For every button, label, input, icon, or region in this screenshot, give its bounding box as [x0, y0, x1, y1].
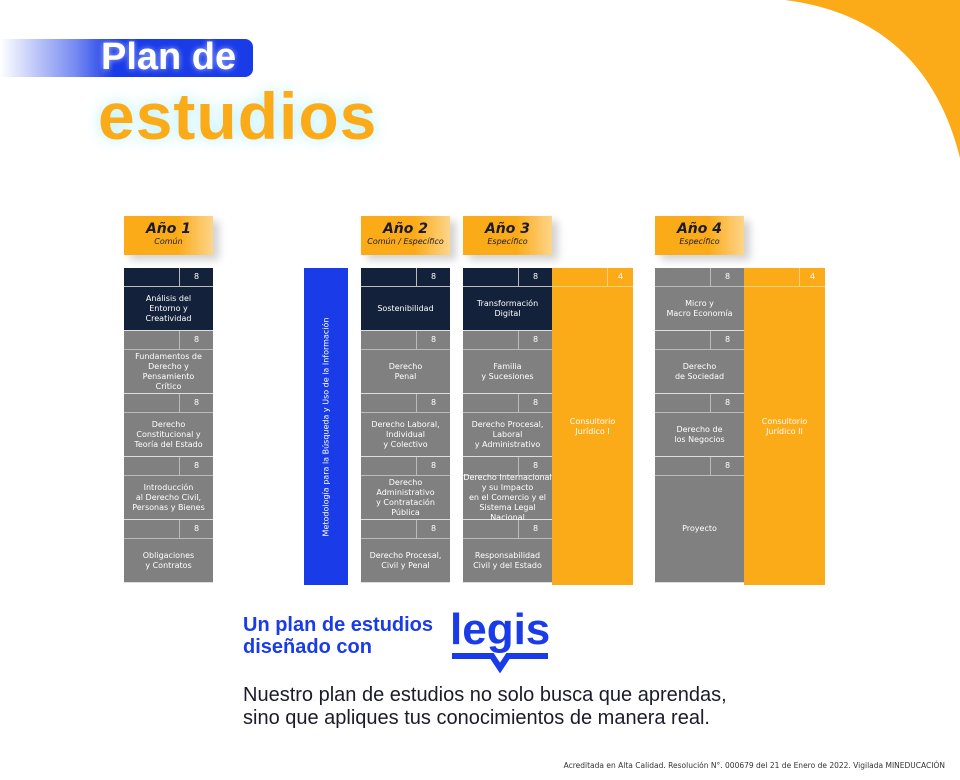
open-book-icon: [452, 653, 548, 674]
subject-cell: Derecho Constitucional y Teoría del Esta…: [124, 413, 213, 457]
credits-value: 8: [532, 335, 539, 344]
credits-row: 8: [655, 331, 744, 350]
year-subtitle: Específico: [487, 237, 528, 246]
subject-cell: Micro y Macro Economía: [655, 287, 744, 331]
subject-cell: Sostenibilidad: [361, 287, 450, 331]
credits-value: 8: [724, 461, 731, 470]
credits-row: 8: [124, 268, 213, 287]
title-band: [0, 39, 253, 77]
consultorio-name: Consultorio Jurídico I: [569, 416, 616, 436]
credits-value: 8: [430, 335, 437, 344]
page-title-line2: estudios: [98, 79, 378, 153]
year-column-2: 8 Sostenibilidad 8 Derecho Penal 8 Derecho La…: [361, 268, 450, 583]
methodology-label: Metodología para la Búsqueda y Uso de la…: [321, 317, 331, 536]
credits-row: 8: [124, 457, 213, 476]
credits-row: 8: [361, 394, 450, 413]
credits-row: 4: [744, 268, 825, 287]
subject-cell: Introducción al Derecho Civil, Personas …: [124, 476, 213, 520]
consultorio-column: Consultorio Jurídico II 4: [744, 268, 825, 585]
credits-row: 8: [655, 457, 744, 476]
page-title-line1: Plan de: [101, 36, 237, 78]
subject-cell: Fundamentos de Derecho y Pensamiento Crí…: [124, 350, 213, 394]
credits-value: 8: [724, 398, 731, 407]
credits-value: 8: [430, 272, 437, 281]
credits-value: 8: [532, 524, 539, 533]
credits-row: 8: [655, 394, 744, 413]
subject-cell: Derecho Penal: [361, 350, 450, 394]
year-column-4: 8 Micro y Macro Economía 8 Derecho de Socie…: [655, 268, 744, 583]
subject-cell: Derecho Procesal, Civil y Penal: [361, 539, 450, 583]
credits-value: 8: [532, 461, 539, 470]
subject-cell: Derecho Administrativo y Contratación Pú…: [361, 476, 450, 520]
year-subtitle: Específico: [679, 237, 720, 246]
subject-cell: Obligaciones y Contratos: [124, 539, 213, 583]
subject-cell: Análisis del Entorno y Creatividad: [124, 287, 213, 331]
year-subtitle: Común / Específico: [367, 237, 444, 246]
credits-row: 8: [463, 457, 552, 476]
year-subtitle: Común: [154, 237, 183, 246]
svg-text:legis: legis: [450, 606, 550, 654]
credits-value: 8: [532, 398, 539, 407]
credits-row: 8: [463, 520, 552, 539]
subject-cell: Derecho Procesal, Laboral y Administrati…: [463, 413, 552, 457]
credits-value: 8: [430, 398, 437, 407]
credits-value: 8: [193, 335, 200, 344]
credits-value: 8: [724, 335, 731, 344]
year-column-3: 8 Transformación Digital 8 Familia y Sucesi…: [463, 268, 552, 583]
tagline: Un plan de estudios diseñado con: [243, 614, 434, 658]
credits-value: 4: [809, 272, 816, 281]
credits-row: 8: [124, 394, 213, 413]
credits-value: 8: [724, 272, 731, 281]
subject-cell: Derecho de Sociedad: [655, 350, 744, 394]
year-title: Año 2: [382, 221, 429, 237]
credits-value: 8: [193, 398, 200, 407]
subject-cell: Proyecto: [655, 476, 744, 583]
credits-value: 8: [430, 461, 437, 470]
credits-row: 8: [361, 457, 450, 476]
credits-row: 8: [361, 268, 450, 287]
credits-row: 8: [361, 520, 450, 539]
year-header-1: Año 1 Común: [124, 216, 213, 255]
credits-row: 8: [655, 268, 744, 287]
subject-cell: Familia y Sucesiones: [463, 350, 552, 394]
credits-row: 8: [463, 268, 552, 287]
credits-row: 8: [463, 394, 552, 413]
credits-row: 8: [361, 331, 450, 350]
year-title: Año 3: [484, 221, 531, 237]
consultorio-column: Consultorio Jurídico I 4: [552, 268, 633, 585]
methodology-bar: Metodología para la Búsqueda y Uso de la…: [304, 268, 348, 585]
year-header-3: Año 3 Específico: [463, 216, 552, 255]
credits-row: 4: [552, 268, 633, 287]
year-title: Año 1: [145, 221, 192, 237]
year-header-2: Año 2 Común / Específico: [361, 216, 450, 255]
subject-cell: Derecho Internacional y su Impacto en el…: [463, 472, 552, 522]
year-title: Año 4: [676, 221, 723, 237]
subject-cell: Responsabilidad Civil y del Estado: [463, 539, 552, 583]
subject-cell: Derecho de los Negocios: [655, 413, 744, 457]
credits-value: 8: [430, 524, 437, 533]
credits-value: 8: [193, 272, 200, 281]
year-header-4: Año 4 Específico: [655, 216, 744, 255]
credits-row: 8: [124, 331, 213, 350]
consultorio-name: Consultorio Jurídico II: [761, 416, 808, 436]
year-column-1: 8 Análisis del Entorno y Creatividad 8 Fund…: [124, 268, 213, 583]
credits-value: 4: [617, 272, 624, 281]
credits-value: 8: [532, 272, 539, 281]
legis-logo: legis: [450, 606, 550, 674]
credits-value: 8: [193, 461, 200, 470]
credits-value: 8: [193, 524, 200, 533]
subject-cell: Transformación Digital: [463, 287, 552, 331]
subject-cell: Derecho Laboral, Individual y Colectivo: [361, 413, 450, 457]
credits-row: 8: [463, 331, 552, 350]
description: Nuestro plan de estudios no solo busca q…: [243, 684, 727, 729]
credits-row: 8: [124, 520, 213, 539]
accreditation-footer: Acreditada en Alta Calidad. Resolución N…: [563, 761, 945, 770]
